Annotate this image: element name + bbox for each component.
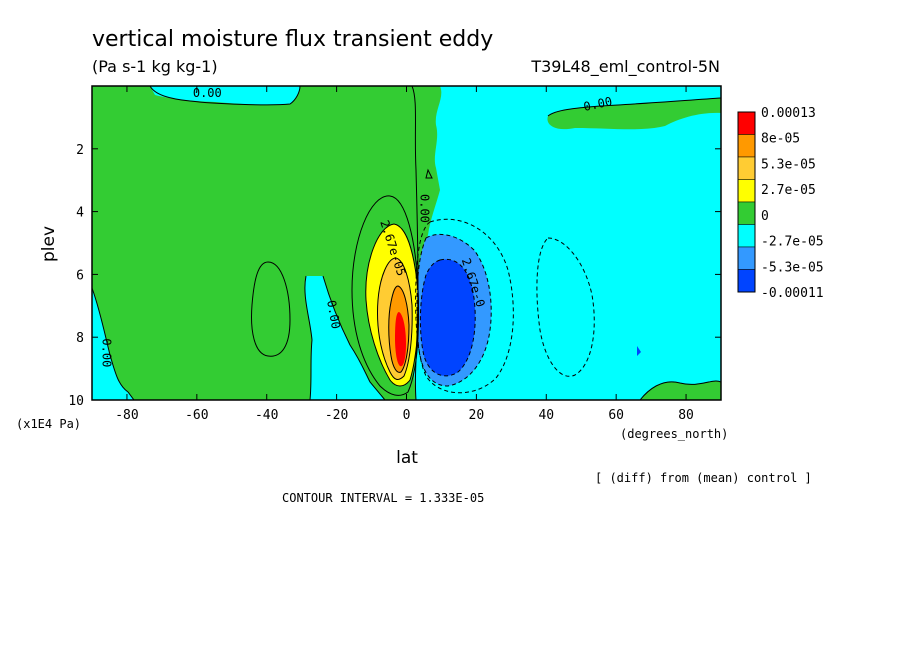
negative-region-polar xyxy=(92,288,134,400)
negative-contour-2 xyxy=(419,258,476,377)
x-tick-label: 80 xyxy=(678,408,694,423)
colorbar-label: -2.7e-05 xyxy=(761,235,824,250)
y-tick-label: 6 xyxy=(76,268,84,283)
positive-lobe-red xyxy=(395,312,406,367)
x-tick-label: -80 xyxy=(115,408,138,423)
zero-contour-north xyxy=(547,97,721,117)
y-tick-label: 4 xyxy=(76,206,84,221)
positive-contour-1 xyxy=(365,223,420,387)
negative-lobe-strong xyxy=(420,259,476,376)
positive-contour-2 xyxy=(377,257,413,380)
x-axis-label: lat xyxy=(396,448,418,468)
contour-label: 0.00 xyxy=(99,338,113,367)
contour-interval: CONTOUR INTERVAL = 1.333E-05 xyxy=(282,491,484,505)
colorbar-label: 8e-05 xyxy=(761,132,800,147)
chart-title: vertical moisture flux transient eddy xyxy=(92,27,493,52)
small-negative-spot xyxy=(637,346,641,356)
x-axis: -80 -60 -40 -20 0 20 40 60 80 xyxy=(115,86,694,423)
tiny-marker xyxy=(425,168,433,179)
zero-contour-polar xyxy=(92,287,135,400)
colorbar-label: 0.00013 xyxy=(761,106,816,121)
contour-lines xyxy=(92,86,721,400)
y-tick-label: 8 xyxy=(76,331,84,346)
colorbar-swatch xyxy=(737,111,756,135)
colorbar-swatch xyxy=(737,224,756,248)
positive-contour-weak xyxy=(251,261,291,357)
contour-label: 0.00 xyxy=(324,299,343,330)
colorbar: 0.00013 8e-05 5.3e-05 2.7e-05 0 -2.7e-05 -5.3e… xyxy=(737,106,824,301)
negative-region-top-strip xyxy=(150,86,300,105)
colorbar-swatch xyxy=(737,269,756,293)
negative-contour-1 xyxy=(416,234,492,387)
x-tick-label: -40 xyxy=(255,408,278,423)
colorbar-swatch xyxy=(737,156,756,180)
colorbar-swatch xyxy=(737,246,756,270)
zero-contour-top xyxy=(149,86,301,106)
zero-contour-south xyxy=(304,275,313,400)
colorbar-label: 2.7e-05 xyxy=(761,183,816,198)
positive-contour-3 xyxy=(388,285,410,373)
plot-field: 0.000.000.000.000.002.67e-052.67e-0 xyxy=(92,86,721,400)
colorbar-swatch xyxy=(737,179,756,203)
negative-contour-outer xyxy=(415,218,514,394)
colorbar-label: 0 xyxy=(761,209,769,224)
x-tick-label: -60 xyxy=(185,408,208,423)
x-tick-label: -20 xyxy=(325,408,348,423)
y-units: (x1E4 Pa) xyxy=(16,417,81,431)
colorbar-label: -0.00011 xyxy=(761,286,824,301)
zero-contour-south-b xyxy=(322,275,386,400)
contour-label: 0.00 xyxy=(582,94,613,114)
negative-contours xyxy=(415,218,595,394)
colorbar-swatch xyxy=(737,201,756,225)
negative-region-south xyxy=(304,276,385,400)
chart-subtitle: (Pa s-1 kg kg-1) xyxy=(92,57,218,76)
diff-note: [ (diff) from (mean) control ] xyxy=(595,471,812,485)
x-tick-label: 40 xyxy=(538,408,554,423)
y-tick-label: 2 xyxy=(76,143,84,158)
contour-label: 0.00 xyxy=(193,86,222,100)
colorbar-label: 5.3e-05 xyxy=(761,157,816,172)
colorbar-swatch xyxy=(737,134,756,158)
run-label: T39L48_eml_control-5N xyxy=(530,57,720,77)
y-tick-label: 10 xyxy=(68,394,84,409)
x-units: (degrees_north) xyxy=(620,427,728,441)
x-tick-label: 60 xyxy=(608,408,624,423)
colorbar-frame xyxy=(737,111,756,293)
zero-contour-north-b xyxy=(639,380,721,400)
y-axis-label: plev xyxy=(39,226,59,262)
x-tick-label: 20 xyxy=(469,408,485,423)
y-axis: 2 4 6 8 10 xyxy=(68,143,721,409)
x-tick-label: 0 xyxy=(403,408,411,423)
colorbar-label: -5.3e-05 xyxy=(761,260,824,275)
contour-label: 0.00 xyxy=(417,194,431,223)
negative-contour-remote xyxy=(536,237,595,377)
